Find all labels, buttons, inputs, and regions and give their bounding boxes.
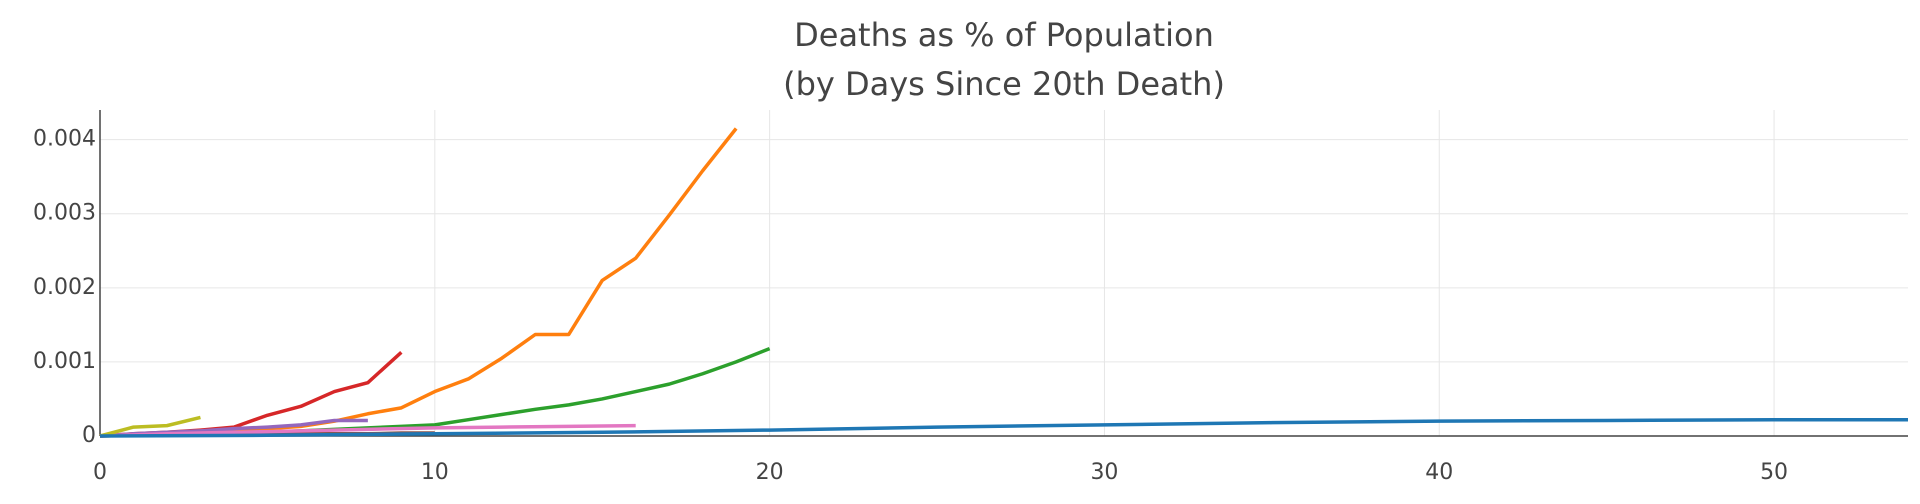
x-tick-label: 0 <box>93 460 107 485</box>
x-tick-label: 30 <box>1090 460 1118 485</box>
x-tick-label: 50 <box>1760 460 1788 485</box>
y-tick-label: 0.002 <box>33 275 96 300</box>
series-line <box>99 350 403 438</box>
x-tick-label: 40 <box>1425 460 1453 485</box>
y-tick-label: 0.001 <box>33 349 96 374</box>
x-tick-label: 20 <box>756 460 784 485</box>
chart-title: Deaths as % of Population <box>794 16 1214 54</box>
series-line <box>99 415 201 438</box>
y-tick-label: 0.004 <box>33 127 96 152</box>
series-line <box>99 423 636 438</box>
series-line <box>99 417 1908 438</box>
y-tick-label: 0.003 <box>33 201 96 226</box>
chart-subtitle: (by Days Since 20th Death) <box>783 65 1225 103</box>
y-tick-label: 0 <box>82 423 96 448</box>
x-tick-label: 10 <box>421 460 449 485</box>
